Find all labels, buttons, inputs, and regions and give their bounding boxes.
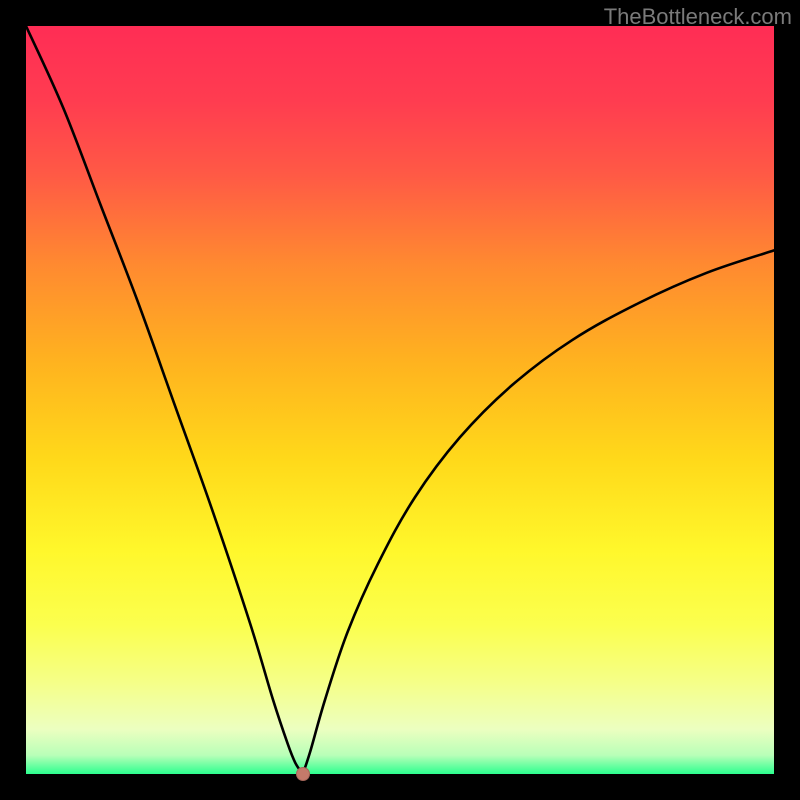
bottleneck-curve (26, 26, 774, 774)
minimum-point-marker (296, 767, 310, 781)
chart-container: TheBottleneck.com (0, 0, 800, 800)
watermark-text: TheBottleneck.com (604, 4, 792, 30)
plot-area (26, 26, 774, 774)
